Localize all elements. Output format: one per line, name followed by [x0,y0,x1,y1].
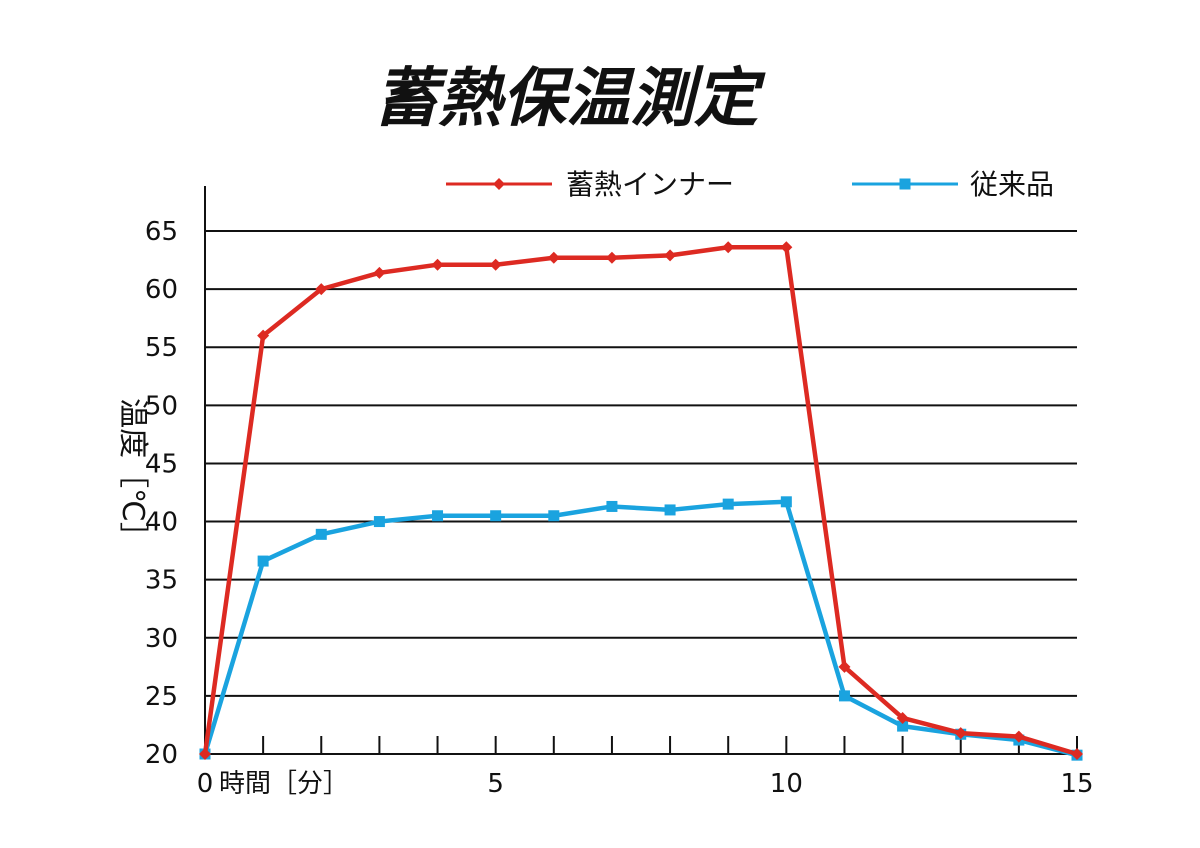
y-tick-label: 65 [145,217,178,247]
data-point [315,528,327,540]
legend-label: 従来品 [970,168,1054,201]
data-point [605,251,618,264]
data-point [722,241,735,254]
y-tick-label: 60 [145,275,178,305]
y-tick-label: 20 [145,740,178,770]
gridlines [205,230,1077,697]
data-point [373,266,386,279]
y-tick-label: 30 [145,624,178,654]
legend: 蓄熱インナー 従来品 [446,168,1054,201]
series [199,496,1083,761]
data-point [954,727,967,740]
y-tick-label: 35 [145,566,178,596]
data-point [1071,748,1083,760]
y-tick-label: 40 [145,508,178,538]
chart-title: 蓄熱保温測定 [374,62,766,136]
legend-label: 蓄熱インナー [566,168,734,201]
y-tick-label: 55 [145,333,178,363]
data-point [664,504,676,516]
data-point [431,258,444,271]
data-point [547,251,560,264]
series-line [202,245,1078,757]
data-point [490,510,502,522]
data-point [722,498,734,510]
data-point [899,178,911,190]
data-point [838,690,850,702]
legend-item: 蓄熱インナー [446,168,734,201]
data-point [489,258,502,271]
data-point [257,329,270,342]
y-tick-label: 45 [145,449,178,479]
data-point [664,249,677,262]
data-point [780,241,793,254]
data-point [315,283,328,296]
y-tick-label: 50 [145,391,178,421]
axes [204,186,1077,755]
x-tick-label: 5 [487,769,504,799]
series-line [202,499,1078,758]
y-axis-label: 温度［℃］ [115,398,150,552]
x-axis-label: 時間［分］ [219,769,349,799]
y-axis-ticks: 20 25 30 35 40 45 50 55 60 65 [145,217,178,770]
series [199,241,1083,760]
data-point [432,510,444,522]
x-tick-label: 15 [1060,769,1093,799]
data-point [606,500,618,512]
legend-item: 従来品 [852,168,1054,201]
data-point [780,496,792,508]
series-group [199,241,1083,761]
data-point [896,711,909,724]
x-tick-label: 10 [770,769,803,799]
data-point [897,720,909,732]
y-tick-label: 25 [145,682,178,712]
data-point [257,555,269,567]
x-tick-label: 0 [197,769,214,799]
data-point [199,748,211,760]
data-point [838,660,851,673]
data-point [1012,730,1025,743]
x-axis-ticks: 0 5 10 15 時間［分］ [197,736,1094,799]
data-point [548,510,560,522]
data-point [493,178,505,190]
data-point [373,516,385,528]
